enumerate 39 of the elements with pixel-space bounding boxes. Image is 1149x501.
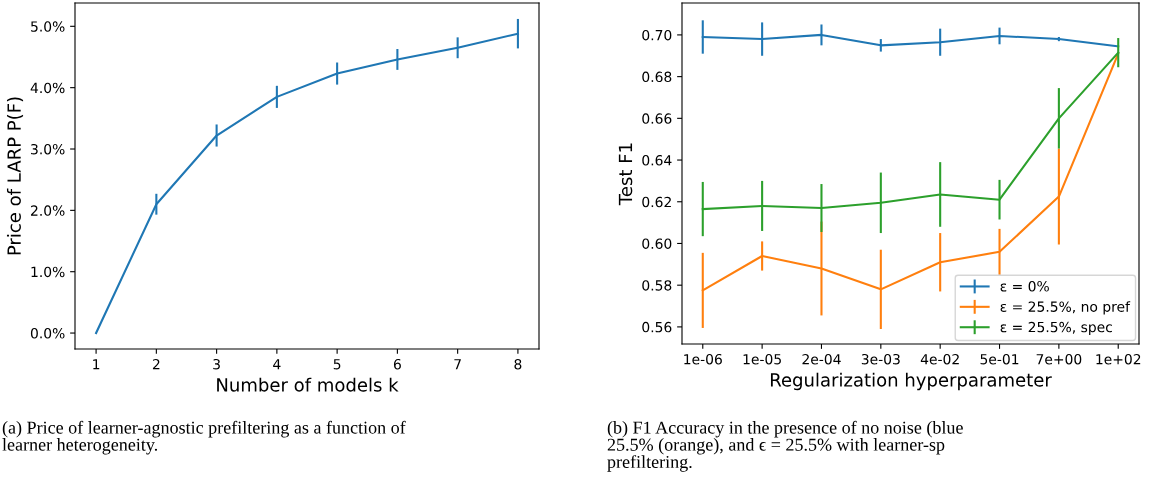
y-tick-label: 1.0% xyxy=(31,266,65,278)
y-tick-label: 3.0% xyxy=(31,143,65,155)
legend-label: ε = 25.5%, no pref xyxy=(1000,301,1131,315)
x-tick-label: 2 xyxy=(152,358,160,370)
y-tick-label: 4.0% xyxy=(30,82,65,94)
x-axis-title: Number of models k xyxy=(217,377,399,392)
y-axis-title: Test F1 xyxy=(618,143,633,206)
y-tick-label: 0.70 xyxy=(642,29,672,41)
y-tick-label: 0.62 xyxy=(642,196,671,208)
x-tick-label: 1e-06 xyxy=(684,353,722,365)
y-tick-label: 0.56 xyxy=(642,321,672,333)
y-tick-label: 0.60 xyxy=(642,238,672,249)
y-tick-label: 5.0% xyxy=(31,21,65,32)
y-tick-label: 0.68 xyxy=(642,71,672,83)
x-tick-label: 1e-05 xyxy=(743,353,781,365)
x-tick-label: 5e-01 xyxy=(980,353,1019,365)
x-axis-title: Regularization hyperparameter xyxy=(770,372,1052,391)
x-tick-label: 1e+02 xyxy=(1096,353,1141,365)
x-tick-label: 1 xyxy=(93,359,100,370)
y-tick-label: 0.66 xyxy=(642,113,672,124)
x-tick-label: 4 xyxy=(273,359,281,370)
y-tick-label: 2.0% xyxy=(31,205,65,216)
x-tick-label: 5 xyxy=(333,359,341,370)
x-tick-label: 4e-02 xyxy=(920,353,959,365)
y-tick-label: 0.64 xyxy=(642,155,672,166)
x-tick-label: 3 xyxy=(213,358,220,370)
text: (a) Price of learner-agnostic prefiltering as a function of learner heterogeneity. xyxy=(2,420,406,455)
x-tick-label: 6 xyxy=(393,358,401,370)
x-tick-label: 3e-03 xyxy=(861,353,900,365)
x-tick-label: 7 xyxy=(454,359,461,370)
x-tick-label: 8 xyxy=(514,358,522,370)
y-tick-label: 0.0% xyxy=(30,328,65,339)
x-tick-label: 2e-04 xyxy=(802,353,841,365)
text: (b) F1 Accuracy in the presence of no noise (blue 25.5% (orange), and ϵ = 25.5% with learner-sp prefiltering. xyxy=(607,420,963,472)
y-tick-label: 0.58 xyxy=(642,280,672,291)
legend-label: ε = 25.5%, spec xyxy=(1000,321,1112,335)
legend-label: ε = 0% xyxy=(1000,281,1049,292)
y-axis-title: Price of LARP P(F) xyxy=(6,97,24,255)
x-tick-label: 7e+00 xyxy=(1036,353,1082,365)
